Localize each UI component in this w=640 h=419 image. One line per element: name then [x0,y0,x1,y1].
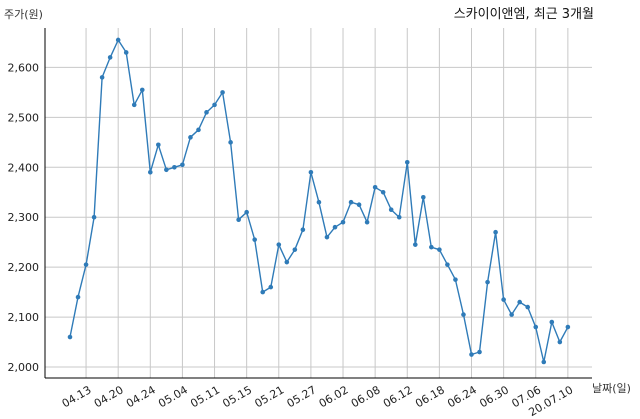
x-tick-label: 05.15 [220,383,254,410]
data-point [485,279,490,285]
data-point [308,169,314,175]
y-axis-label: 주가(원) [4,8,43,21]
data-point [453,277,458,282]
x-tick-label: 06.02 [317,383,351,410]
y-tick-label: 2,300 [8,211,40,224]
data-point [164,167,169,173]
data-point [421,194,426,200]
data-point [316,199,322,205]
data-point [477,349,482,355]
chart-title: 스카이이앤엠, 최근 3개월 [454,7,594,22]
data-point [533,324,539,330]
price-series [67,37,571,365]
data-point [300,227,306,232]
data-point [292,247,298,252]
data-point [99,75,105,80]
data-point [228,140,233,145]
data-point [557,339,563,345]
data-point [180,162,185,168]
x-tick-label: 04.20 [92,383,126,410]
x-tick-label: 05.27 [285,383,319,410]
data-point [493,229,498,235]
x-axis-label: 날짜(일) [592,381,631,395]
y-tick-label: 2,500 [8,111,40,124]
grid-lines [45,28,592,378]
data-point [565,324,571,330]
data-point [196,127,201,133]
data-point [156,142,161,148]
data-point [123,50,129,55]
data-point [469,352,474,357]
data-point [252,237,257,242]
data-point [525,304,531,310]
data-point [380,189,386,195]
x-tick-label: 05.21 [253,383,287,410]
data-point [356,202,362,208]
x-tick-label: 06.24 [445,383,479,410]
x-tick-label: 05.11 [188,383,222,410]
data-point [461,312,466,317]
data-point [340,219,346,225]
data-point [236,217,241,223]
data-point [83,262,89,267]
data-point [268,284,274,290]
data-point [364,219,370,225]
data-point [501,297,506,302]
data-point [260,289,266,295]
x-tick-label: 06.30 [477,383,511,410]
data-point [115,37,121,43]
data-point [549,319,555,325]
data-point [284,259,290,265]
x-tick-label: 06.08 [349,383,383,410]
data-point [172,164,177,170]
data-point [404,159,410,165]
data-point [509,312,514,317]
data-point [324,234,330,240]
x-tick-label: 06.18 [413,383,447,410]
data-point [107,55,113,60]
data-point [148,169,153,175]
data-point [139,87,145,93]
data-point [67,334,73,340]
data-point [372,184,378,190]
data-point [332,224,338,230]
data-point [276,242,282,247]
data-point [388,207,394,213]
y-tick-label: 2,400 [8,161,40,174]
y-tick-labels: 2,000 2,100 2,200 2,300 2,400 2,500 2,600 [8,61,40,374]
data-point [220,90,225,95]
x-tick-label: 04.24 [124,383,158,410]
data-point [91,214,97,220]
data-point [348,199,354,205]
data-point [204,110,209,115]
data-point [188,135,193,140]
data-point [429,244,434,250]
data-point [517,299,522,305]
data-point [412,242,418,247]
y-tick-label: 2,100 [8,311,40,324]
data-point [396,214,402,220]
data-point [212,102,217,108]
data-point [244,209,249,215]
y-tick-label: 2,200 [8,261,40,274]
x-tick-label: 04.13 [60,383,94,410]
x-tick-label: 06.12 [381,383,415,410]
y-tick-label: 2,600 [8,61,40,74]
x-tick-label: 05.04 [156,383,190,410]
data-point [445,262,450,267]
data-point [75,294,81,300]
data-point [541,359,547,365]
x-tick-labels: 04.1304.2004.2405.0405.1105.1505.2105.27… [60,383,576,419]
y-tick-label: 2,000 [8,361,40,374]
data-point [131,102,137,108]
data-point [437,247,442,252]
axes [44,28,592,379]
